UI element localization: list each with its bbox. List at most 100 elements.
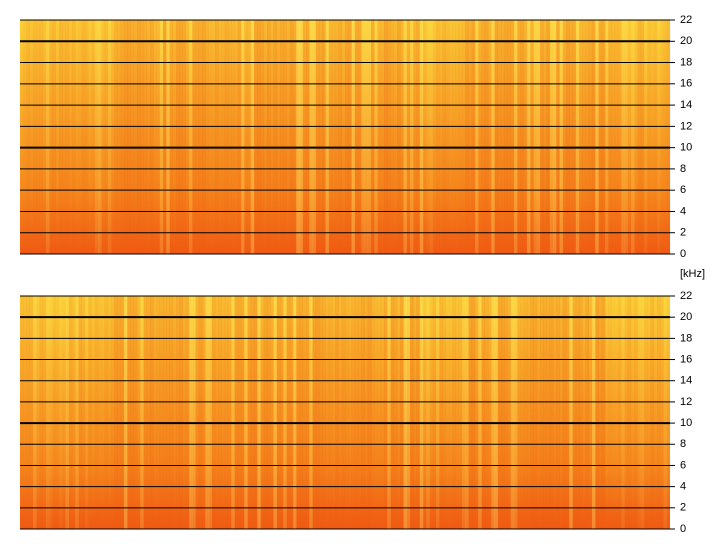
spectrogram-texture	[283, 20, 287, 254]
spectrogram-texture	[296, 20, 300, 254]
spectrogram-texture	[111, 296, 115, 529]
spectrogram-texture	[371, 296, 375, 529]
spectrogram-texture	[299, 20, 304, 254]
spectrogram-texture	[377, 20, 382, 254]
y-tick-label: 12	[680, 120, 692, 132]
spectrogram-texture	[20, 296, 24, 529]
spectrogram-texture	[611, 20, 616, 254]
spectrogram-texture	[416, 20, 421, 254]
spectrogram-texture	[653, 20, 658, 254]
spectrogram-texture	[572, 296, 577, 529]
spectrogram-texture	[289, 20, 294, 254]
spectrogram-texture	[530, 20, 534, 254]
spectrogram-texture	[189, 20, 193, 254]
spectrogram-texture	[624, 20, 629, 254]
spectrogram-texture	[192, 20, 196, 254]
spectrogram-texture	[432, 20, 437, 254]
spectrogram-texture	[306, 296, 310, 529]
spectrogram-texture	[159, 296, 164, 529]
spectrogram-texture	[468, 20, 473, 254]
spectrogram-texture	[224, 20, 229, 254]
spectrogram-texture	[198, 296, 203, 529]
spectrogram-texture	[660, 296, 664, 529]
spectrogram-texture	[78, 20, 83, 254]
spectrogram-texture	[20, 20, 24, 254]
spectrogram-texture	[575, 296, 580, 529]
spectrogram-texture	[624, 296, 629, 529]
spectrogram-texture	[504, 20, 508, 254]
spectrogram-texture	[169, 296, 174, 529]
spectrogram-texture	[267, 296, 271, 529]
spectrogram-texture	[120, 20, 125, 254]
spectrogram-texture	[650, 296, 655, 529]
spectrogram-texture	[354, 296, 359, 529]
spectrogram-texture	[491, 296, 495, 529]
spectrogram-texture	[543, 20, 547, 254]
spectrogram-texture	[601, 296, 606, 529]
spectrogram-texture	[332, 20, 336, 254]
spectrogram-texture	[33, 20, 37, 254]
spectrogram-texture	[215, 296, 219, 529]
spectrogram-texture	[276, 20, 281, 254]
spectrogram-texture	[59, 20, 63, 254]
spectrogram-texture	[579, 20, 583, 254]
spectrogram-texture	[393, 20, 398, 254]
spectrogram-texture	[543, 296, 547, 529]
spectrogram-texture	[439, 296, 443, 529]
spectrogram-texture	[98, 296, 102, 529]
spectrogram-texture	[179, 296, 183, 529]
y-tick-label: 18	[680, 332, 692, 344]
spectrogram-texture	[556, 20, 560, 254]
spectrogram-texture	[114, 296, 118, 529]
spectrogram-texture	[241, 20, 245, 254]
spectrogram-texture	[380, 20, 385, 254]
spectrogram-texture	[494, 20, 499, 254]
spectrogram-texture	[449, 296, 453, 529]
spectrogram-texture	[462, 296, 466, 529]
spectrogram-texture	[166, 20, 170, 254]
spectrogram-texture	[143, 20, 148, 254]
spectrogram-texture	[36, 296, 40, 529]
spectrogram-texture	[23, 20, 27, 254]
spectrogram-texture	[189, 296, 193, 529]
spectrogram-texture	[429, 20, 434, 254]
y-tick-label: 18	[680, 56, 692, 68]
spectrogram-texture	[234, 296, 239, 529]
spectrogram-texture	[29, 20, 34, 254]
spectrogram-texture	[156, 20, 161, 254]
spectrogram-texture	[94, 296, 99, 529]
spectrogram-texture	[172, 296, 177, 529]
spectrogram-texture	[163, 20, 167, 254]
spectrogram-texture	[501, 20, 505, 254]
spectrogram-texture	[397, 20, 401, 254]
y-tick-label: 14	[680, 375, 692, 387]
spectrogram-texture	[384, 296, 388, 529]
spectrogram-texture	[546, 20, 551, 254]
spectrogram-texture	[403, 20, 408, 254]
spectrogram-texture	[579, 296, 583, 529]
spectrogram-texture	[666, 296, 671, 529]
spectrogram-texture	[533, 296, 538, 529]
spectrogram-texture	[410, 296, 414, 529]
spectrogram-texture	[49, 20, 53, 254]
y-tick-label: 4	[680, 205, 686, 217]
spectrogram-texture	[569, 296, 573, 529]
spectrogram-texture	[257, 296, 261, 529]
spectrogram-texture	[387, 20, 391, 254]
spectrogram-texture	[218, 20, 222, 254]
spectrogram-texture	[276, 296, 281, 529]
spectrogram-texture	[484, 296, 489, 529]
spectrogram-texture	[562, 20, 567, 254]
spectrogram-texture	[657, 20, 661, 254]
spectrogram-texture	[540, 296, 544, 529]
spectrogram-texture	[588, 296, 593, 529]
spectrogram-texture	[153, 296, 157, 529]
spectrogram-texture	[358, 296, 362, 529]
spectrogram-texture	[309, 296, 313, 529]
spectrogram-texture	[211, 296, 216, 529]
spectrogram-texture	[309, 20, 313, 254]
spectrogram-texture	[306, 20, 310, 254]
spectrogram-background	[20, 296, 670, 529]
spectrogram-texture	[172, 20, 177, 254]
spectrogram-texture	[605, 296, 609, 529]
